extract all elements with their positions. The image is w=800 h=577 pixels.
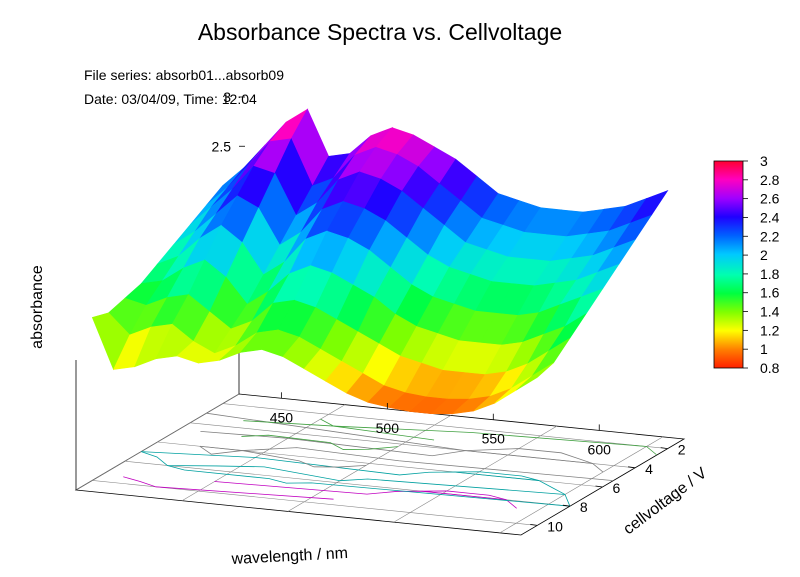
colorbar-ticks: 3 2.8 2.6 2.4 2.2 2 1.8 1.6 1.4 1.2 1 0.8 xyxy=(743,153,780,376)
contour-line xyxy=(320,418,658,456)
colorbar-tick-label: 2.4 xyxy=(760,209,780,225)
x-tick-label: 600 xyxy=(588,441,612,457)
surface-patch xyxy=(515,362,554,391)
x-tick-label: 550 xyxy=(482,431,506,447)
floor-contours xyxy=(123,412,658,509)
colorbar-tick-label: 1 xyxy=(760,341,768,357)
contour-line xyxy=(421,490,507,501)
colorbar-tick-label: 3 xyxy=(760,153,768,169)
info-line-date: Date: 03/04/09, Time: 12:04 xyxy=(84,91,257,107)
contour-line xyxy=(243,420,435,441)
x-tick-label: 450 xyxy=(270,409,294,425)
x-axis-ticks: 450 500 550 600 xyxy=(270,392,611,457)
z-tick-label: 3 xyxy=(223,89,231,105)
y-tick-label: 10 xyxy=(547,518,563,534)
z-axis-label: absorbance xyxy=(29,265,46,349)
contour-line xyxy=(199,445,614,481)
colorbar-tick-label: 1.6 xyxy=(760,285,780,301)
chart-title: Absorbance Spectra vs. Cellvoltage xyxy=(198,19,562,45)
contour-line xyxy=(123,476,334,500)
y-axis-label: cellvoltage / V xyxy=(620,464,710,538)
absorbance-surface xyxy=(91,108,669,415)
contour-line xyxy=(167,465,570,507)
colorbar-tick-label: 2.2 xyxy=(760,228,780,244)
y-axis-ticks: 2 4 6 8 10 xyxy=(530,442,686,534)
y-tick-label: 2 xyxy=(678,442,686,458)
contour-line xyxy=(200,430,604,473)
y-tick-label: 8 xyxy=(580,499,588,515)
colorbar-tick-label: 2.8 xyxy=(760,172,780,188)
colorbar-tick-label: 1.2 xyxy=(760,322,780,338)
z-tick-label: 2.5 xyxy=(212,138,232,154)
contour-line xyxy=(199,445,367,468)
colorbar xyxy=(713,160,744,369)
contour-line xyxy=(454,471,540,481)
x-tick-label: 500 xyxy=(376,420,400,436)
info-line-file-series: File series: absorb01...absorb09 xyxy=(84,67,284,83)
contour-line xyxy=(241,434,398,450)
colorbar-tick-label: 0.8 xyxy=(760,360,780,376)
colorbar-tick-label: 1.8 xyxy=(760,266,780,282)
floor-plane xyxy=(74,393,686,536)
x-axis-label: wavelength / nm xyxy=(230,545,348,568)
y-tick-label: 4 xyxy=(645,461,653,477)
colorbar-tick-label: 1.4 xyxy=(760,304,780,320)
contour-line xyxy=(206,412,593,464)
colorbar-tick-label: 2.6 xyxy=(760,191,780,207)
contour-line xyxy=(141,451,566,495)
colorbar-tick-label: 2 xyxy=(760,247,768,263)
y-tick-label: 6 xyxy=(613,480,621,496)
contour-line xyxy=(141,451,571,507)
